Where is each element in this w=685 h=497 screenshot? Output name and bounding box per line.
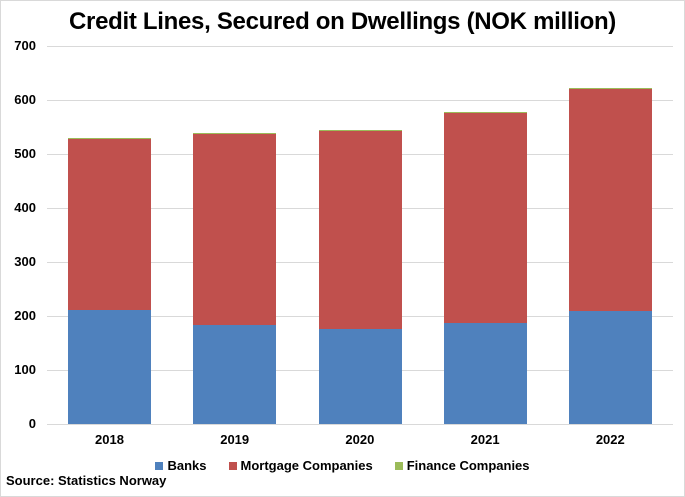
legend: Banks Mortgage Companies Finance Companies bbox=[0, 458, 685, 473]
y-tick-label: 600 bbox=[14, 92, 36, 107]
x-tick-label: 2020 bbox=[345, 432, 375, 447]
bar-segment-banks bbox=[568, 311, 652, 424]
legend-item: Mortgage Companies bbox=[228, 458, 373, 473]
x-tick-label: 2018 bbox=[95, 432, 124, 447]
bar-segment-finance-companies bbox=[568, 87, 652, 89]
legend-swatch-icon bbox=[228, 461, 237, 470]
bar-segment-mortgage-companies bbox=[193, 134, 277, 325]
y-tick-label: 0 bbox=[28, 416, 36, 431]
plot-area bbox=[47, 46, 673, 425]
x-tick-label: 2021 bbox=[470, 432, 500, 447]
bar-segment-mortgage-companies bbox=[68, 138, 152, 311]
x-tick-label: 2019 bbox=[220, 432, 250, 447]
bar-segment-banks bbox=[193, 324, 277, 424]
gridline bbox=[47, 100, 673, 101]
legend-label: Mortgage Companies bbox=[240, 458, 373, 473]
bar-2020 bbox=[318, 46, 402, 424]
bar-segment-banks bbox=[318, 328, 402, 424]
legend-item: Finance Companies bbox=[394, 458, 530, 473]
bar-segment-finance-companies bbox=[68, 137, 152, 139]
legend-label: Banks bbox=[167, 458, 207, 473]
source-note: Source: Statistics Norway bbox=[6, 473, 167, 488]
bar-segment-mortgage-companies bbox=[318, 130, 402, 329]
y-tick-label: 200 bbox=[14, 308, 36, 323]
bar-2022 bbox=[568, 46, 652, 424]
gridline bbox=[47, 46, 673, 47]
y-tick-label: 300 bbox=[14, 254, 36, 269]
legend-swatch-icon bbox=[394, 461, 403, 470]
bar-2021 bbox=[443, 46, 527, 424]
chart-title: Credit Lines, Secured on Dwellings (NOK … bbox=[69, 8, 616, 35]
legend-item: Banks bbox=[155, 458, 207, 473]
bar-segment-finance-companies bbox=[193, 132, 277, 135]
bar-segment-finance-companies bbox=[318, 129, 402, 131]
bar-segment-finance-companies bbox=[443, 111, 527, 113]
gridline bbox=[47, 424, 673, 425]
legend-label: Finance Companies bbox=[406, 458, 530, 473]
legend-swatch-icon bbox=[155, 461, 164, 470]
bar-segment-banks bbox=[68, 310, 152, 424]
bar-segment-mortgage-companies bbox=[443, 112, 527, 323]
bar-2018 bbox=[68, 46, 152, 424]
y-tick-label: 400 bbox=[14, 200, 36, 215]
bar-2019 bbox=[193, 46, 277, 424]
bar-segment-mortgage-companies bbox=[568, 88, 652, 312]
x-tick-label: 2022 bbox=[595, 432, 625, 447]
y-tick-label: 700 bbox=[14, 38, 36, 53]
y-tick-label: 500 bbox=[14, 146, 36, 161]
y-tick-label: 100 bbox=[14, 362, 36, 377]
bar-segment-banks bbox=[443, 323, 527, 424]
